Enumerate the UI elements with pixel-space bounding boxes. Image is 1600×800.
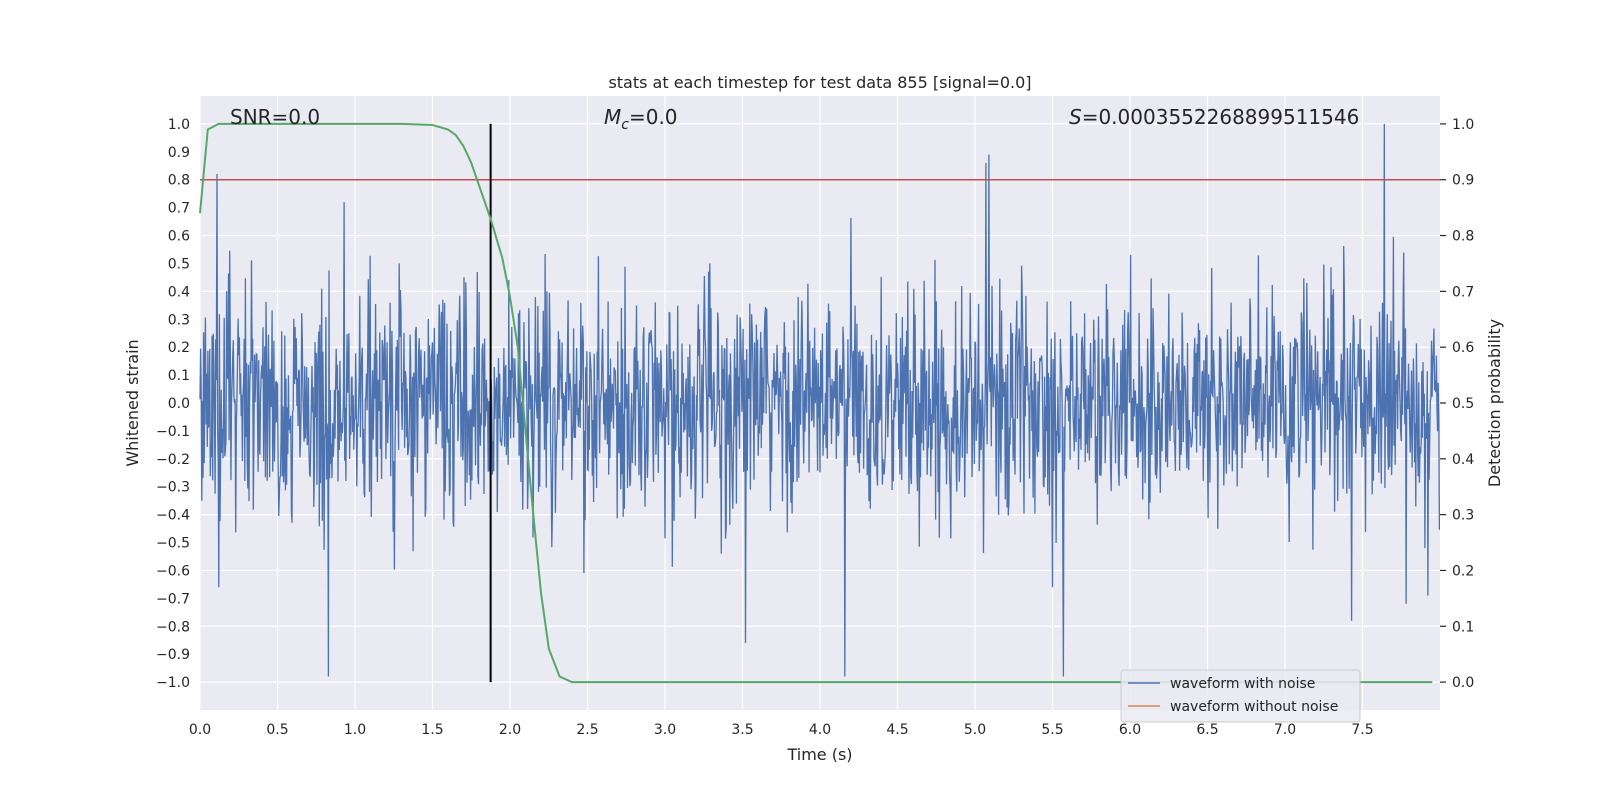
series-detection-probability [199,122,1433,684]
x-tick-label: 2.0 [499,722,521,738]
x-tick-label: 4.0 [809,722,831,738]
y-right-tick-label: 0.4 [1452,452,1474,468]
y-left-tick-label: −0.6 [156,563,190,579]
chirp-mass-annotation: Mc=0.0 [604,105,678,133]
y-axis-label-left: Whitened strain [123,339,142,466]
y-left-tick-label: −0.9 [156,647,190,663]
y-left-tick-label: −0.2 [156,452,190,468]
legend: waveform with noise waveform without noi… [1120,669,1361,723]
y-right-tick-label: 0.8 [1452,229,1474,245]
y-left-tick-label: 0.9 [168,145,190,161]
x-tick-label: 6.0 [1119,722,1141,738]
x-tick-label: 3.5 [731,722,753,738]
y-left-tick-label: 0.8 [168,173,190,189]
x-tick-label: 7.5 [1351,722,1373,738]
s-value: =0.0003552268899511546 [1082,105,1360,129]
x-tick-label: 4.5 [886,722,908,738]
y-right-tick-label: 0.0 [1452,675,1474,691]
y-right-tick-label: 0.1 [1452,619,1474,635]
y-left-tick-label: −0.3 [156,480,190,496]
y-right-tick-label: 0.6 [1452,340,1474,356]
x-tick-label: 0.0 [189,722,211,738]
mc-symbol: M [604,105,621,129]
y-left-tick-label: 0.0 [168,396,190,412]
snr-annotation: SNR=0.0 [230,105,320,129]
waveform-with-noise-line [199,123,1441,677]
y-left-tick-label: 0.7 [168,201,190,217]
x-tick-label: 5.0 [964,722,986,738]
y-left-tick-label: −0.1 [156,424,190,440]
detection-probability-line [199,122,1433,684]
legend-label-without-noise: waveform without noise [1170,699,1338,715]
y-axis-label-right: Detection probability [1485,319,1504,487]
y-right-tick-label: 1.0 [1452,117,1474,133]
y-left-tick-label: 0.3 [168,312,190,328]
y-left-tick-label: −0.5 [156,536,190,552]
y-right-tick-label: 0.3 [1452,508,1474,524]
y-right-tick-label: 0.2 [1452,563,1474,579]
y-left-tick-label: 0.4 [168,284,190,300]
x-axis-label: Time (s) [786,745,852,764]
y-left-tick-label: 0.5 [168,256,190,272]
x-tick-label: 7.0 [1274,722,1296,738]
x-tick-label: 6.5 [1196,722,1218,738]
legend-label-with-noise: waveform with noise [1170,676,1315,692]
x-tick-label: 1.5 [421,722,443,738]
y-right-tick-label: 0.9 [1452,173,1474,189]
y-left-tick-label: 0.1 [168,368,190,384]
legend-box [1120,669,1361,723]
y-left-tick-label: −1.0 [156,675,190,691]
chart-title: stats at each timestep for test data 855… [608,73,1031,92]
x-tick-label: 3.0 [654,722,676,738]
s-symbol: S [1069,105,1082,129]
s-annotation: S=0.0003552268899511546 [1069,105,1359,129]
y-left-tick-label: −0.8 [156,619,190,635]
mc-subscript: c [621,117,629,133]
series-waveform-with-noise [199,123,1441,677]
y-left-tick-label: 0.6 [168,229,190,245]
x-tick-label: 1.0 [344,722,366,738]
y-left-tick-label: −0.4 [156,508,190,524]
y-left-tick-label: 0.2 [168,340,190,356]
mc-value: =0.0 [629,105,678,129]
ticks: 0.0 0.5 1.0 1.5 2.0 2.5 3.0 3.5 4.0 4.5 5.0 5.5 6.0 6… [156,117,1474,738]
y-right-tick-label: 0.7 [1452,284,1474,300]
y-right-tick-label: 0.5 [1452,396,1474,412]
y-left-tick-label: 1.0 [168,117,190,133]
y-left-tick-label: −0.7 [156,591,190,607]
x-tick-label: 5.5 [1041,722,1063,738]
x-tick-label: 2.5 [576,722,598,738]
x-tick-label: 0.5 [266,722,288,738]
